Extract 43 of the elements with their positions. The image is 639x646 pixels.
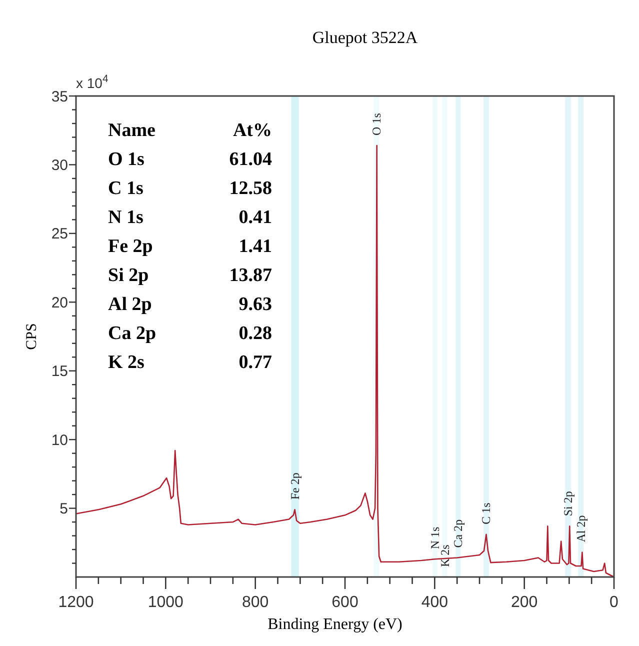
band-label: Fe 2p bbox=[288, 472, 302, 500]
annotation: Ca 2p bbox=[108, 323, 156, 344]
annotation: 0.41 bbox=[238, 207, 272, 228]
annotation: K 2s bbox=[108, 352, 144, 373]
band-label: Al 2p bbox=[574, 515, 588, 542]
x-tick-label: 200 bbox=[510, 594, 538, 611]
annotation: 13.87 bbox=[229, 265, 272, 286]
annotation: 9.63 bbox=[238, 294, 272, 315]
y-tick-label: 10 bbox=[51, 432, 68, 449]
chart-title: Gluepot 3522A bbox=[312, 28, 418, 47]
annotation: 0.28 bbox=[238, 323, 272, 344]
annotation: 1.41 bbox=[238, 236, 272, 257]
x-axis-title: Binding Energy (eV) bbox=[268, 616, 402, 633]
band-label: C 1s bbox=[479, 502, 494, 524]
annotation: 0.77 bbox=[238, 352, 272, 373]
y-tick-label: 35 bbox=[51, 88, 68, 106]
band-label: O 1s bbox=[369, 112, 384, 136]
x-tick-label: 1000 bbox=[148, 594, 184, 611]
annotation: At% bbox=[232, 120, 272, 141]
x-tick-label: 600 bbox=[332, 594, 358, 611]
annotation: Si 2p bbox=[108, 265, 149, 286]
annotation: 12.58 bbox=[229, 178, 272, 199]
text: x 10$^{4}$ bbox=[76, 73, 108, 91]
y-tick-label: 25 bbox=[51, 226, 68, 243]
annotation: Name bbox=[108, 120, 156, 141]
x-tick-label: 800 bbox=[242, 594, 269, 611]
x-tick-label: 400 bbox=[421, 594, 448, 611]
annotation: O 1s bbox=[108, 149, 144, 170]
x-tick-label: 0 bbox=[610, 594, 619, 611]
y-axis-title: CPS bbox=[24, 323, 40, 350]
y-tick-label: 15 bbox=[51, 363, 68, 380]
y-tick-label: 5 bbox=[60, 500, 68, 518]
annotation: C 1s bbox=[108, 178, 144, 199]
annotation: N 1s bbox=[108, 207, 144, 228]
x-tick-label: 1200 bbox=[58, 594, 94, 611]
annotation: 61.04 bbox=[229, 149, 272, 170]
annotation: Al 2p bbox=[108, 294, 152, 315]
band-label: Si 2p bbox=[561, 491, 576, 516]
y-tick-label: 20 bbox=[51, 294, 68, 312]
annotation: Fe 2p bbox=[108, 236, 153, 257]
band-label: Ca 2p bbox=[451, 519, 466, 548]
y-tick-label: 30 bbox=[51, 156, 68, 174]
line-series bbox=[75, 144, 615, 578]
